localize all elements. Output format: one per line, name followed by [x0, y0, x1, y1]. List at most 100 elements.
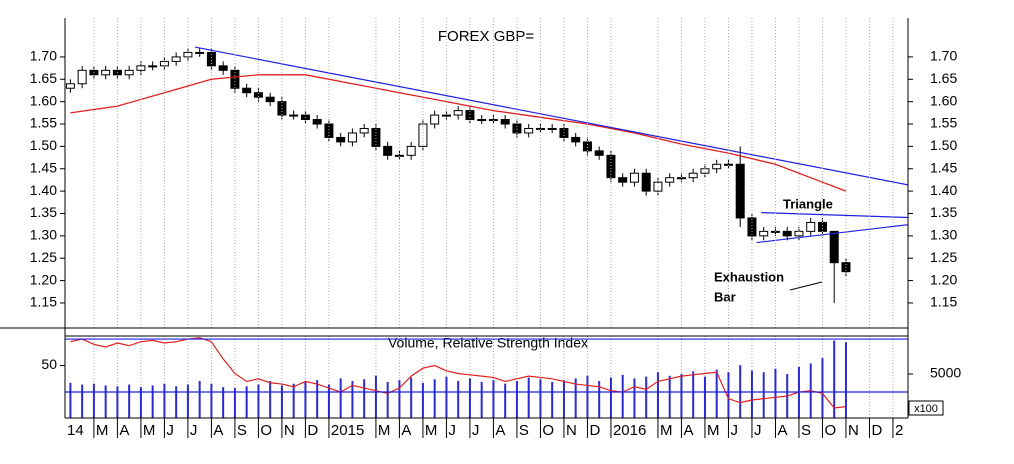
candle-body — [500, 119, 510, 125]
x-tick-label: M — [660, 422, 673, 439]
y2-tick-label: 5000 — [930, 365, 961, 381]
volume-bar — [351, 381, 354, 418]
volume-bar — [245, 386, 248, 418]
volume-bar — [703, 376, 706, 418]
volume-bar — [598, 381, 601, 418]
volume-bar — [609, 377, 612, 418]
x-tick-label: J — [190, 422, 198, 439]
volume-bar — [257, 384, 260, 418]
candle-body — [148, 65, 158, 68]
x-tick-label: N — [848, 422, 859, 439]
candle-body — [618, 177, 628, 183]
x-tick-label: O — [260, 422, 272, 439]
candle-body — [230, 69, 240, 89]
candle-body — [794, 230, 804, 237]
volume-bar — [680, 373, 683, 418]
candle-body — [101, 69, 111, 76]
candle-body — [406, 145, 416, 156]
candle-body — [524, 127, 534, 134]
volume-bar — [104, 385, 107, 418]
volume-bar — [304, 381, 307, 418]
volume-bar — [445, 376, 448, 418]
volume-bar — [645, 376, 648, 418]
x-tick-label: A — [683, 422, 693, 439]
volume-bar — [339, 378, 342, 418]
candle-body — [688, 172, 698, 179]
annotation-pointer — [789, 281, 823, 291]
volume-bar — [527, 377, 530, 418]
candle-body — [195, 51, 205, 54]
y2-unit: x100 — [914, 403, 938, 415]
x-tick-label: A — [401, 422, 411, 439]
candle-body — [359, 127, 369, 134]
y-tick-label: 1.35 — [930, 204, 957, 220]
y-tick-label: 1.30 — [30, 227, 57, 243]
volume-bar — [410, 377, 413, 418]
volume-bar — [280, 385, 283, 418]
volume-bar — [551, 381, 554, 418]
volume-bar — [198, 381, 201, 418]
volume-bar — [81, 384, 84, 418]
volume-bar — [844, 342, 847, 418]
x-tick-label: A — [777, 422, 787, 439]
volume-bar — [386, 381, 389, 418]
panel-title: Volume, Relative Strength Index — [388, 335, 588, 351]
trendline — [194, 46, 909, 186]
x-tick-label: N — [566, 422, 577, 439]
x-tick-label: M — [143, 422, 156, 439]
annotation: Bar — [714, 289, 736, 304]
x-tick-label: D — [589, 422, 600, 439]
volume-bar — [210, 383, 213, 418]
candle-body — [477, 119, 487, 122]
y-tick-label: 1.70 — [930, 48, 957, 64]
volume-bar — [316, 380, 319, 418]
x-tick-label: S — [237, 422, 247, 439]
rsi-line — [70, 337, 847, 409]
y-tick-label: 1.55 — [930, 115, 957, 131]
y-tick-label: 1.55 — [30, 115, 57, 131]
candle-body — [65, 83, 75, 89]
y-tick-label: 1.70 — [30, 48, 57, 64]
y-tick-label: 1.30 — [930, 227, 957, 243]
y-tick-label: 1.15 — [30, 294, 57, 310]
volume-bar — [621, 374, 624, 418]
candle-body — [829, 230, 839, 264]
y-tick-label: 1.40 — [30, 182, 57, 198]
candle-body — [465, 110, 475, 121]
x-tick-label: 2016 — [613, 422, 646, 439]
candle-body — [747, 217, 757, 237]
volume-bar — [480, 381, 483, 418]
x-tick-label: J — [754, 422, 762, 439]
trendline — [761, 211, 909, 219]
volume-bar — [269, 381, 272, 418]
x-tick-label: A — [119, 422, 129, 439]
x-tick-label: J — [448, 422, 456, 439]
candle-body — [594, 150, 604, 156]
candle-body — [336, 136, 346, 143]
y-tick-label: 1.60 — [30, 92, 57, 108]
x-tick-label: J — [730, 422, 738, 439]
candle-body — [206, 51, 216, 67]
volume-bar — [692, 371, 695, 418]
volume-bar — [750, 370, 753, 418]
x-tick-label: D — [871, 422, 882, 439]
y-tick-label: 1.45 — [30, 159, 57, 175]
volume-bar — [656, 372, 659, 418]
candle-body — [77, 69, 87, 85]
y-tick-label: 1.25 — [30, 249, 57, 265]
x-tick-label: S — [519, 422, 529, 439]
volume-bar — [327, 384, 330, 418]
volume-bar — [539, 379, 542, 418]
volume-bar — [515, 381, 518, 418]
x-tick-label: M — [96, 422, 109, 439]
candle-body — [312, 119, 322, 125]
candle-body — [735, 163, 745, 219]
volume-bar — [762, 372, 765, 418]
x-tick-label: M — [425, 422, 438, 439]
volume-bar — [116, 386, 119, 418]
candle-body — [806, 221, 816, 232]
x-tick-label: 2015 — [331, 422, 364, 439]
trendline — [756, 224, 909, 244]
volume-bar — [562, 380, 565, 418]
